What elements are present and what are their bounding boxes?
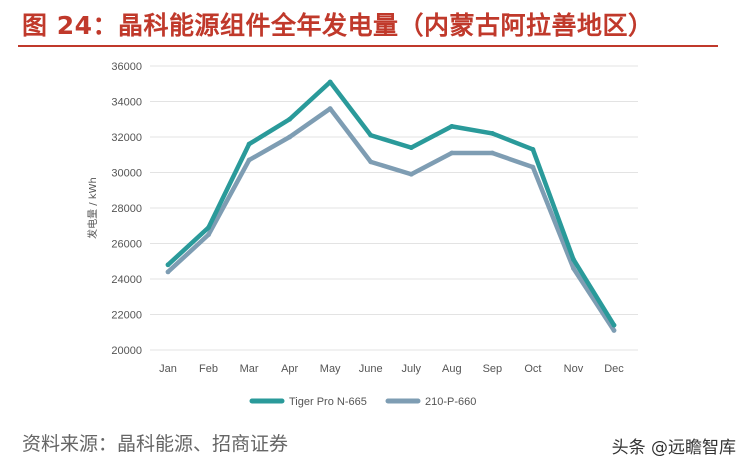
data-point [571,257,576,262]
y-tick-label: 36000 [111,61,142,73]
data-point [368,132,374,138]
title-rule [18,45,718,47]
axis-layer: 20000 22000 24000 26000 28000 30000 32000 34000… [86,61,624,375]
grid-layer [150,65,638,351]
data-point [571,265,576,271]
figure-header: 图 24：晶科能源组件全年发电量（内蒙古阿拉善地区） [0,0,750,50]
data-point [368,159,374,165]
data-point [611,328,617,333]
data-point [165,262,171,268]
data-point [449,150,455,156]
legend-label: Tiger Pro N-665 [289,396,367,408]
y-tick-label: 26000 [111,239,142,251]
y-tick-label: 30000 [111,168,142,180]
data-point [449,123,455,129]
x-tick-label: Jan [159,363,177,375]
data-point [530,164,536,170]
y-tick-label: 32000 [111,132,142,144]
data-point [327,106,333,111]
y-axis-label: 发电量 / kWh [86,177,99,239]
y-tick-label: 24000 [111,274,142,286]
x-tick-label: Dec [604,363,624,375]
data-point [287,134,293,140]
data-point [408,171,414,177]
data-point [246,157,252,163]
x-tick-label: Oct [524,363,541,375]
watermark: 头条 @远瞻智库 [611,438,736,458]
data-point [489,150,495,156]
legend: Tiger Pro N-665 210-P-660 [249,396,476,408]
x-tick-label: July [401,363,421,375]
data-point [611,322,617,328]
data-point [408,145,414,151]
x-tick-label: Feb [199,363,218,375]
data-point [206,225,211,230]
chart-container: 20000 22000 24000 26000 28000 30000 32000 34000… [0,50,750,425]
x-tick-label: Apr [281,363,298,375]
data-point [206,232,211,238]
y-tick-label: 28000 [111,203,142,215]
y-tick-label: 20000 [111,345,142,357]
data-point [246,141,252,147]
x-tick-label: Nov [564,363,584,375]
x-tick-label: Aug [442,363,462,375]
figure-footer: 资料来源：晶科能源、招商证券 头条 @远瞻智库 [0,425,750,472]
x-tick-label: June [359,363,383,375]
line-chart: 20000 22000 24000 26000 28000 30000 32000 34000… [86,61,638,408]
data-point [327,79,333,85]
source-note: 资料来源：晶科能源、招商证券 [22,433,289,455]
y-tick-label: 22000 [111,310,142,322]
data-point [489,131,495,136]
data-point [165,269,171,275]
figure-title: 图 24：晶科能源组件全年发电量（内蒙古阿拉善地区） [22,11,654,40]
x-tick-label: May [320,363,341,375]
x-tick-label: Sep [483,363,503,375]
data-point [287,116,293,122]
x-tick-label: Mar [240,363,259,375]
series-line [165,106,617,333]
y-tick-label: 34000 [111,97,142,109]
series-line [165,79,617,328]
series-layer [165,79,617,333]
data-point [530,147,536,152]
legend-label: 210-P-660 [425,396,476,408]
